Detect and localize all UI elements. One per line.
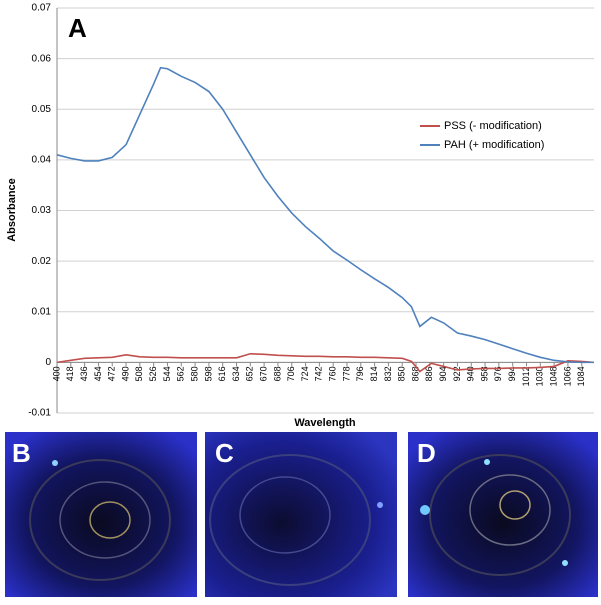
x-tick-label: 778	[341, 366, 351, 381]
y-tick-label: 0.02	[32, 256, 52, 267]
x-tick-label: 850	[397, 366, 407, 381]
y-tick-label: -0.01	[28, 408, 51, 419]
y-tick-label: 0.06	[32, 53, 52, 64]
y-tick-label: 0.01	[32, 306, 52, 317]
y-tick-label: 0	[45, 357, 51, 368]
x-tick-label: 418	[65, 366, 75, 381]
x-tick-label: 1048	[548, 366, 558, 386]
x-tick-label: 994	[507, 366, 517, 381]
x-axis-label: Wavelength	[294, 417, 356, 429]
x-tick-label: 868	[410, 366, 420, 381]
x-tick-label: 1030	[535, 366, 545, 386]
x-tick-label: 454	[93, 366, 103, 381]
x-tick-label: 580	[189, 366, 199, 381]
x-tick-label: 508	[134, 366, 144, 381]
x-tick-label: 616	[217, 366, 227, 381]
photo	[205, 432, 397, 597]
x-tick-label: 490	[120, 366, 130, 381]
x-tick-label: 814	[369, 366, 379, 381]
x-tick-label: 976	[493, 366, 503, 381]
x-tick-label: 436	[79, 366, 89, 381]
x-tick-label: 652	[245, 366, 255, 381]
x-tick-label: 922	[452, 366, 462, 381]
x-tick-label: 760	[328, 366, 338, 381]
x-tick-label: 742	[314, 366, 324, 381]
panel-label: D	[417, 438, 436, 468]
x-tick-label: 940	[466, 366, 476, 381]
x-tick-label: 958	[479, 366, 489, 381]
x-tick-label: 1012	[521, 366, 531, 386]
x-tick-label: 526	[148, 366, 158, 381]
x-tick-label: 724	[300, 366, 310, 381]
legend-label: PSS (- modification)	[444, 120, 542, 132]
x-tick-label: 670	[259, 366, 269, 381]
x-tick-label: 832	[383, 366, 393, 381]
photo	[5, 432, 197, 597]
y-axis-label: Absorbance	[6, 178, 18, 242]
x-tick-label: 688	[272, 366, 282, 381]
x-tick-label: 904	[438, 366, 448, 381]
x-tick-label: 472	[107, 366, 117, 381]
data-line	[56, 352, 595, 373]
panel-label: C	[215, 438, 234, 468]
panel-label: B	[12, 438, 31, 468]
x-tick-label: 562	[176, 366, 186, 381]
data-line	[56, 66, 594, 364]
x-tick-label: 1066	[562, 366, 572, 386]
photo	[408, 432, 598, 597]
y-tick-label: 0.07	[32, 3, 52, 14]
x-tick-label: 886	[424, 366, 434, 381]
y-tick-label: 0.05	[32, 104, 52, 115]
x-tick-label: 796	[355, 366, 365, 381]
x-tick-label: 1084	[576, 366, 586, 386]
y-tick-label: 0.04	[32, 155, 52, 166]
x-tick-label: 706	[286, 366, 296, 381]
x-tick-label: 634	[231, 366, 241, 381]
y-tick-label: 0.03	[32, 205, 52, 216]
x-tick-label: 400	[51, 366, 61, 381]
x-tick-label: 598	[203, 366, 213, 381]
legend-label: PAH (+ modification)	[444, 139, 544, 151]
x-tick-label: 544	[162, 366, 172, 381]
panel-label: A	[68, 13, 87, 43]
